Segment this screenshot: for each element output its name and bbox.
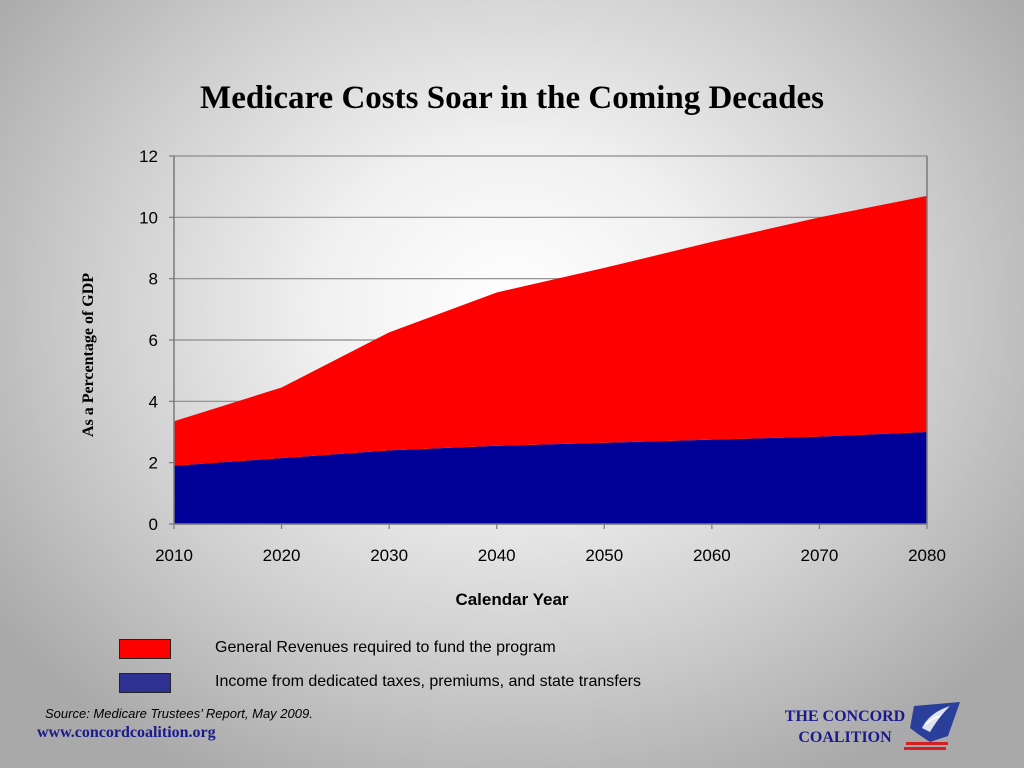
y-tick-label-6: 6 [149,331,158,350]
x-axis-title: Calendar Year [455,590,568,609]
y-tick-label-2: 2 [149,454,158,473]
area-general-revenues [174,195,927,466]
website-link[interactable]: www.concordcoalition.org [37,724,216,741]
y-axis-title: As a Percentage of GDP [80,273,97,437]
x-tick-label-2070: 2070 [801,546,839,565]
logo-text: THE CONCORD COALITION [772,706,918,748]
y-tick-label-10: 10 [139,208,158,227]
y-tick-label-0: 0 [149,515,158,534]
area-dedicated-income [174,432,927,524]
y-tick-label-4: 4 [149,392,158,411]
legend-label-general-revenues: General Revenues required to fund the pr… [215,639,556,656]
tick-labels: 0 2 4 6 8 10 12 2010 2020 2030 2040 2050 2060 2070 208… [139,147,946,565]
x-tick-label-2060: 2060 [693,546,731,565]
x-tick-label-2080: 2080 [908,546,946,565]
legend-label-dedicated-income: Income from dedicated taxes, premiums, a… [215,673,641,690]
slide-title: Medicare Costs Soar in the Coming Decade… [200,80,824,116]
x-tick-label-2020: 2020 [263,546,301,565]
y-tick-label-12: 12 [139,147,158,166]
x-tick-label-2040: 2040 [478,546,516,565]
x-tick-label-2010: 2010 [155,546,193,565]
logo-line-2: COALITION [798,729,892,746]
series-areas [174,195,927,524]
y-tick-label-8: 8 [149,270,158,289]
area-chart: 0 2 4 6 8 10 12 2010 2020 2030 2040 2050 2060 2070 208… [80,147,946,609]
logo-line-1: THE CONCORD [784,708,906,725]
x-tick-label-2030: 2030 [370,546,408,565]
source-note: Source: Medicare Trustees’ Report, May 2… [45,706,313,721]
legend-swatch-general-revenues [119,639,171,659]
x-tick-label-2050: 2050 [585,546,623,565]
legend-swatch-dedicated-income [119,673,171,693]
concord-logo-icon [904,702,960,750]
